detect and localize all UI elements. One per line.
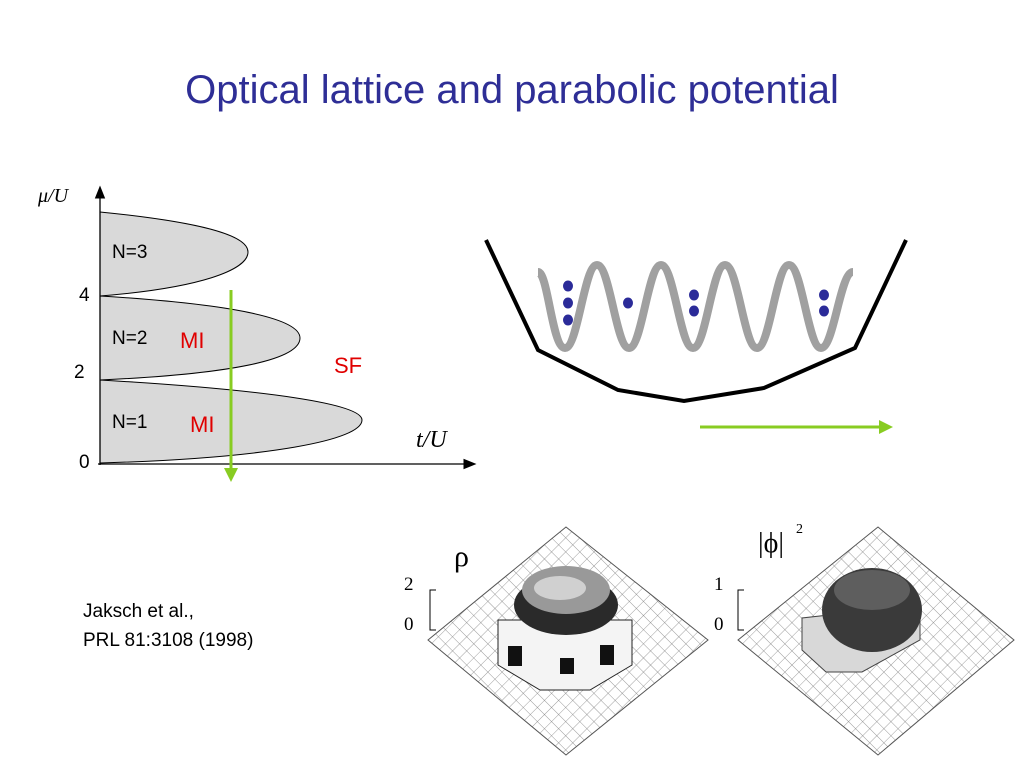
x-axis-label: t/U <box>416 427 447 453</box>
phi-exponent: 2 <box>796 522 803 537</box>
phi-density-plot <box>737 526 1015 756</box>
vertical-green-arrow <box>224 290 238 482</box>
reference-citation: Jaksch et al., PRL 81:3108 (1998) <box>83 597 253 655</box>
horizontal-green-arrow <box>700 420 893 434</box>
lobe-n2 <box>99 295 301 381</box>
lobe-label-n1: N=1 <box>112 412 148 433</box>
lobe-label-n3: N=3 <box>112 242 148 263</box>
slide-title: Optical lattice and parabolic potential <box>185 68 839 112</box>
phi-scale-top: 1 <box>714 574 724 595</box>
phi-scale-bracket <box>737 589 744 631</box>
parabolic-potential <box>484 239 908 404</box>
y-tick-4: 4 <box>79 285 90 306</box>
rho-scale-top: 2 <box>404 574 414 595</box>
rho-density-plot <box>427 526 709 756</box>
rho-scale-bottom: 0 <box>404 614 414 635</box>
lobe-n3 <box>99 211 249 297</box>
lobe-label-n2: N=2 <box>112 328 148 349</box>
rho-scale-bracket <box>429 589 436 631</box>
y-axis-label: μ/U <box>38 185 69 207</box>
y-tick-0: 0 <box>79 452 90 473</box>
atoms <box>563 280 829 326</box>
phi-scale-bottom: 0 <box>714 614 724 635</box>
rho-label: ρ <box>454 540 469 573</box>
mi-label-upper: MI <box>180 328 205 353</box>
lattice-wave <box>535 260 855 353</box>
sf-label: SF <box>334 353 363 378</box>
reference-line-2: PRL 81:3108 (1998) <box>83 630 254 651</box>
reference-line-1: Jaksch et al., <box>83 601 194 622</box>
phi-label: |ϕ| <box>758 528 784 559</box>
y-tick-2: 2 <box>74 362 85 383</box>
mi-label-lower: MI <box>190 412 215 437</box>
